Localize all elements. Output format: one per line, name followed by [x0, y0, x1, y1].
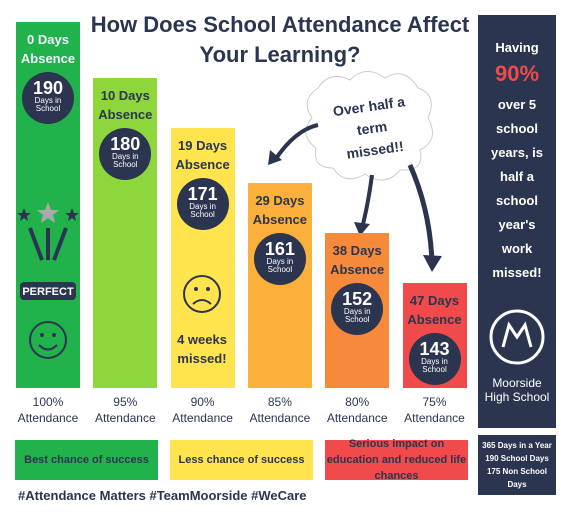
chart-title: How Does School Attendance Affect Your L… [90, 10, 470, 70]
sidebar-line: over 5 school years, is half a school ye… [482, 93, 552, 285]
arrow [410, 165, 432, 262]
mouth [193, 300, 211, 304]
logo-m [503, 325, 531, 347]
value-label: 171 [177, 185, 229, 203]
smiley [30, 322, 66, 358]
value-label: 143 [409, 340, 461, 358]
bar-label: 29 Days Absence [250, 191, 310, 229]
star [65, 208, 79, 221]
star [17, 208, 31, 221]
eye [206, 287, 210, 291]
legend-entry: Serious impact on education and reduced … [325, 440, 468, 480]
face [184, 276, 220, 312]
value-label: 152 [331, 290, 383, 308]
value-label: 180 [99, 135, 151, 153]
fact: 365 Days in a Year [478, 439, 556, 452]
sidebar: Having 90% over 5 school years, is half … [478, 15, 556, 428]
value-unit: Days in School [343, 308, 371, 324]
bar-label: 10 Days Absence [95, 86, 155, 124]
callout-text: Over half a term missed!! [323, 89, 421, 167]
weeks-note: 4 weeks missed! [172, 330, 232, 368]
bar-label: 47 Days Absence [405, 291, 465, 329]
value-label: 190 [22, 79, 74, 97]
x-tick-label: 75% Attendance [400, 394, 470, 426]
x-tick-label: 100% Attendance [13, 394, 83, 426]
bar-label: 0 Days Absence [18, 30, 78, 68]
x-tick-label: 90% Attendance [168, 394, 238, 426]
legend-entry: Best chance of success [15, 440, 158, 480]
rays [30, 228, 66, 260]
value-unit: Days in School [111, 153, 139, 169]
eye [52, 333, 56, 337]
mouth [39, 345, 57, 350]
fact: 175 Non School Days [478, 465, 556, 491]
x-tick-label: 80% Attendance [322, 394, 392, 426]
star [37, 202, 59, 223]
facts: 365 Days in a Year 190 School Days 175 N… [478, 435, 556, 495]
sad-face [170, 272, 234, 322]
footer: #Attendance Matters #TeamMoorside #WeCar… [18, 488, 307, 503]
perfect-icon: PERFECT [16, 200, 80, 370]
bar-label: 19 Days Absence [173, 136, 233, 174]
infographic: How Does School Attendance Affect Your L… [0, 0, 561, 512]
perfect-text: PERFECT [22, 286, 74, 298]
value-unit: Days in School [34, 97, 62, 113]
eye [194, 287, 198, 291]
value-unit: Days in School [421, 358, 449, 374]
sidebar-highlight: 90% [478, 61, 556, 87]
x-tick-label: 85% Attendance [245, 394, 315, 426]
value-unit: Days in School [189, 203, 217, 219]
value-unit: Days in School [266, 258, 294, 274]
arrow [362, 175, 372, 228]
bar-label: 38 Days Absence [327, 241, 387, 279]
fact: 190 School Days [478, 452, 556, 465]
eye [40, 333, 44, 337]
sidebar-line: Having [478, 40, 556, 55]
value-label: 161 [254, 240, 306, 258]
legend-entry: Less chance of success [170, 440, 313, 480]
arrow-head [423, 255, 442, 272]
school-logo [487, 307, 547, 367]
school-name: Moorside High School [482, 376, 552, 404]
x-tick-label: 95% Attendance [90, 394, 160, 426]
